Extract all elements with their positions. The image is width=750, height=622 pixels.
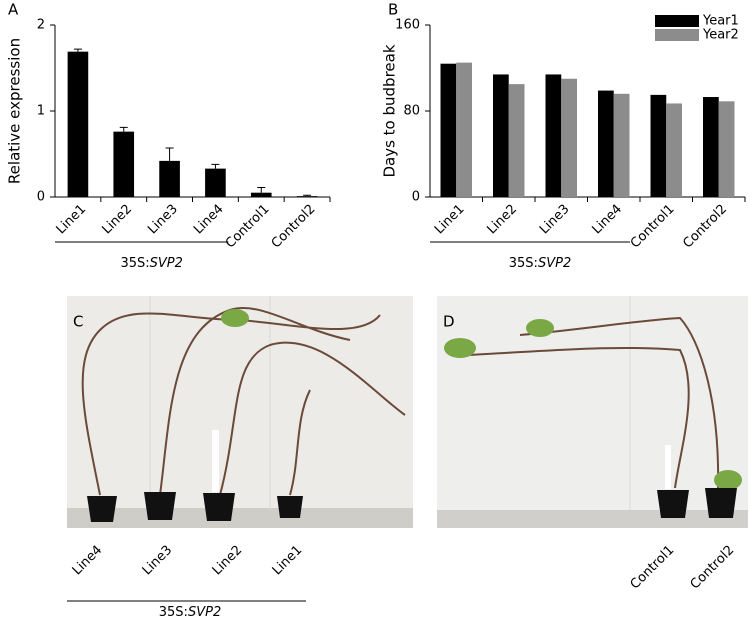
photo-label: Line2 (210, 543, 246, 579)
x-tick-label: Line2 (99, 202, 135, 238)
bar (545, 74, 562, 197)
error-bar (119, 126, 128, 132)
error-bar (303, 194, 312, 197)
y-axis-label: Relative expression (6, 38, 24, 184)
group-label: 35S:SVP2 (120, 256, 182, 271)
bar (159, 160, 180, 197)
bar (67, 51, 89, 197)
bar (718, 101, 735, 197)
bar (440, 63, 457, 198)
bar (598, 90, 614, 197)
bar (493, 74, 509, 197)
error-bar (211, 163, 220, 169)
photo-d (437, 296, 748, 528)
panel-label: B (388, 1, 398, 19)
panel-label: A (8, 1, 19, 19)
x-tick-label: Line1 (54, 202, 90, 238)
x-tick-label: Control1 (628, 202, 678, 252)
error-bar (257, 187, 266, 193)
bar (561, 78, 577, 197)
bar (205, 168, 226, 197)
group-label-italic: SVP2 (538, 256, 571, 271)
bar (703, 97, 719, 197)
y-tick-label: 2 (37, 18, 45, 33)
y-tick-label: 0 (37, 190, 45, 205)
bar (613, 93, 630, 197)
bar (296, 196, 318, 197)
legend-label: Year2 (702, 28, 739, 43)
group-label-italic: SVP2 (188, 605, 221, 620)
x-tick-label: Control1 (223, 202, 273, 252)
legend-swatch (655, 29, 699, 41)
legend-swatch (655, 15, 699, 27)
x-tick-label: Line3 (537, 202, 573, 238)
bar (666, 103, 682, 197)
panel-label: D (443, 313, 455, 331)
error-bar (73, 48, 82, 52)
legend-label: Year1 (702, 14, 739, 29)
group-label: 35S:SVP2 (159, 605, 221, 620)
y-tick-label: 1 (37, 104, 45, 119)
group-label-plain: 35S: (159, 605, 188, 620)
x-tick-label: Line4 (589, 202, 625, 238)
x-tick-label: Control2 (269, 202, 319, 252)
panel-label: C (73, 313, 83, 331)
x-tick-label: Line1 (432, 202, 468, 238)
bar (456, 62, 472, 197)
photo-c (67, 296, 413, 528)
photo-label: Line3 (140, 543, 176, 579)
group-label: 35S:SVP2 (509, 256, 571, 271)
bar (650, 94, 667, 197)
photo-label: Control1 (628, 543, 678, 593)
group-label-italic: SVP2 (150, 256, 183, 271)
x-tick-label: Line2 (484, 202, 520, 238)
bar (250, 192, 272, 197)
photo-label: Control2 (688, 543, 738, 593)
x-tick-label: Line3 (145, 202, 181, 238)
photo-label: Line4 (70, 543, 106, 579)
y-tick-label: 160 (395, 18, 420, 33)
group-label-plain: 35S: (120, 256, 149, 271)
error-bar (165, 147, 174, 161)
y-tick-label: 80 (403, 104, 420, 119)
y-tick-label: 0 (412, 190, 420, 205)
group-label-plain: 35S: (509, 256, 538, 271)
y-axis-label: Days to budbreak (381, 44, 399, 177)
bar (508, 84, 525, 197)
photo-label: Line1 (270, 543, 306, 579)
x-tick-label: Line4 (191, 202, 227, 238)
x-tick-label: Control2 (680, 202, 730, 252)
bar (113, 131, 135, 197)
